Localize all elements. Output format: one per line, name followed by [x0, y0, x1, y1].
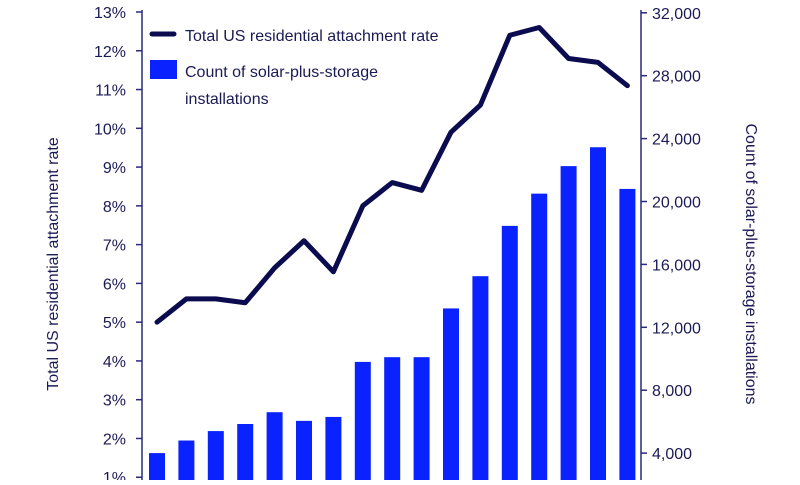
bar	[414, 357, 430, 480]
bar	[355, 362, 371, 480]
bar	[149, 453, 165, 480]
left-tick-label: 5%	[103, 315, 126, 332]
left-tick-label: 6%	[103, 276, 126, 293]
left-tick-label: 3%	[103, 393, 126, 410]
right-axis-ticks: 4,000 8,000 12,000 16,000 20,000 24,000 28,000…	[641, 6, 701, 463]
right-axis-title: Count of solar-plus-storage installation…	[742, 123, 759, 404]
bar	[502, 226, 518, 480]
bar	[208, 431, 224, 480]
left-tick-label: 10%	[94, 121, 126, 138]
legend: Total US residential attachment rate Cou…	[150, 28, 439, 108]
left-tick-label: 13%	[94, 5, 126, 22]
bar	[296, 421, 312, 480]
bar	[561, 166, 577, 480]
left-tick-label: 7%	[103, 238, 126, 255]
left-axis-title: Total US residential attachment rate	[45, 137, 62, 391]
bar	[267, 412, 283, 480]
legend-bar-swatch	[150, 60, 177, 79]
left-tick-label: 8%	[103, 199, 126, 216]
legend-bar-label-line1: Count of solar-plus-storage	[185, 64, 378, 81]
right-tick-label: 24,000	[652, 132, 701, 149]
right-tick-label: 16,000	[652, 257, 701, 274]
bar	[178, 441, 194, 480]
left-tick-label: 11%	[95, 83, 126, 100]
left-axis-ticks: 1% 2% 3% 4% 5% 6% 7% 8% 9% 10% 11% 12% 13%	[94, 5, 142, 480]
bar-series	[149, 147, 635, 480]
right-tick-label: 4,000	[652, 446, 692, 463]
left-tick-label: 12%	[94, 44, 126, 61]
bar	[472, 276, 488, 480]
left-tick-label: 1%	[103, 470, 126, 480]
right-tick-label: 28,000	[652, 69, 701, 86]
bar	[237, 424, 253, 480]
bar	[384, 357, 400, 480]
bar	[590, 147, 606, 480]
bar	[619, 189, 635, 480]
right-tick-label: 20,000	[652, 195, 701, 212]
left-tick-label: 9%	[103, 160, 126, 177]
right-tick-label: 12,000	[652, 320, 701, 337]
bar	[443, 308, 459, 480]
bar	[325, 417, 341, 480]
legend-bar-label-line2: installations	[185, 91, 269, 108]
right-tick-label: 8,000	[652, 383, 692, 400]
right-tick-label: 32,000	[652, 6, 701, 23]
bar	[531, 194, 547, 480]
left-tick-label: 4%	[103, 354, 126, 371]
legend-line-label: Total US residential attachment rate	[185, 28, 439, 45]
left-tick-label: 2%	[103, 431, 126, 448]
